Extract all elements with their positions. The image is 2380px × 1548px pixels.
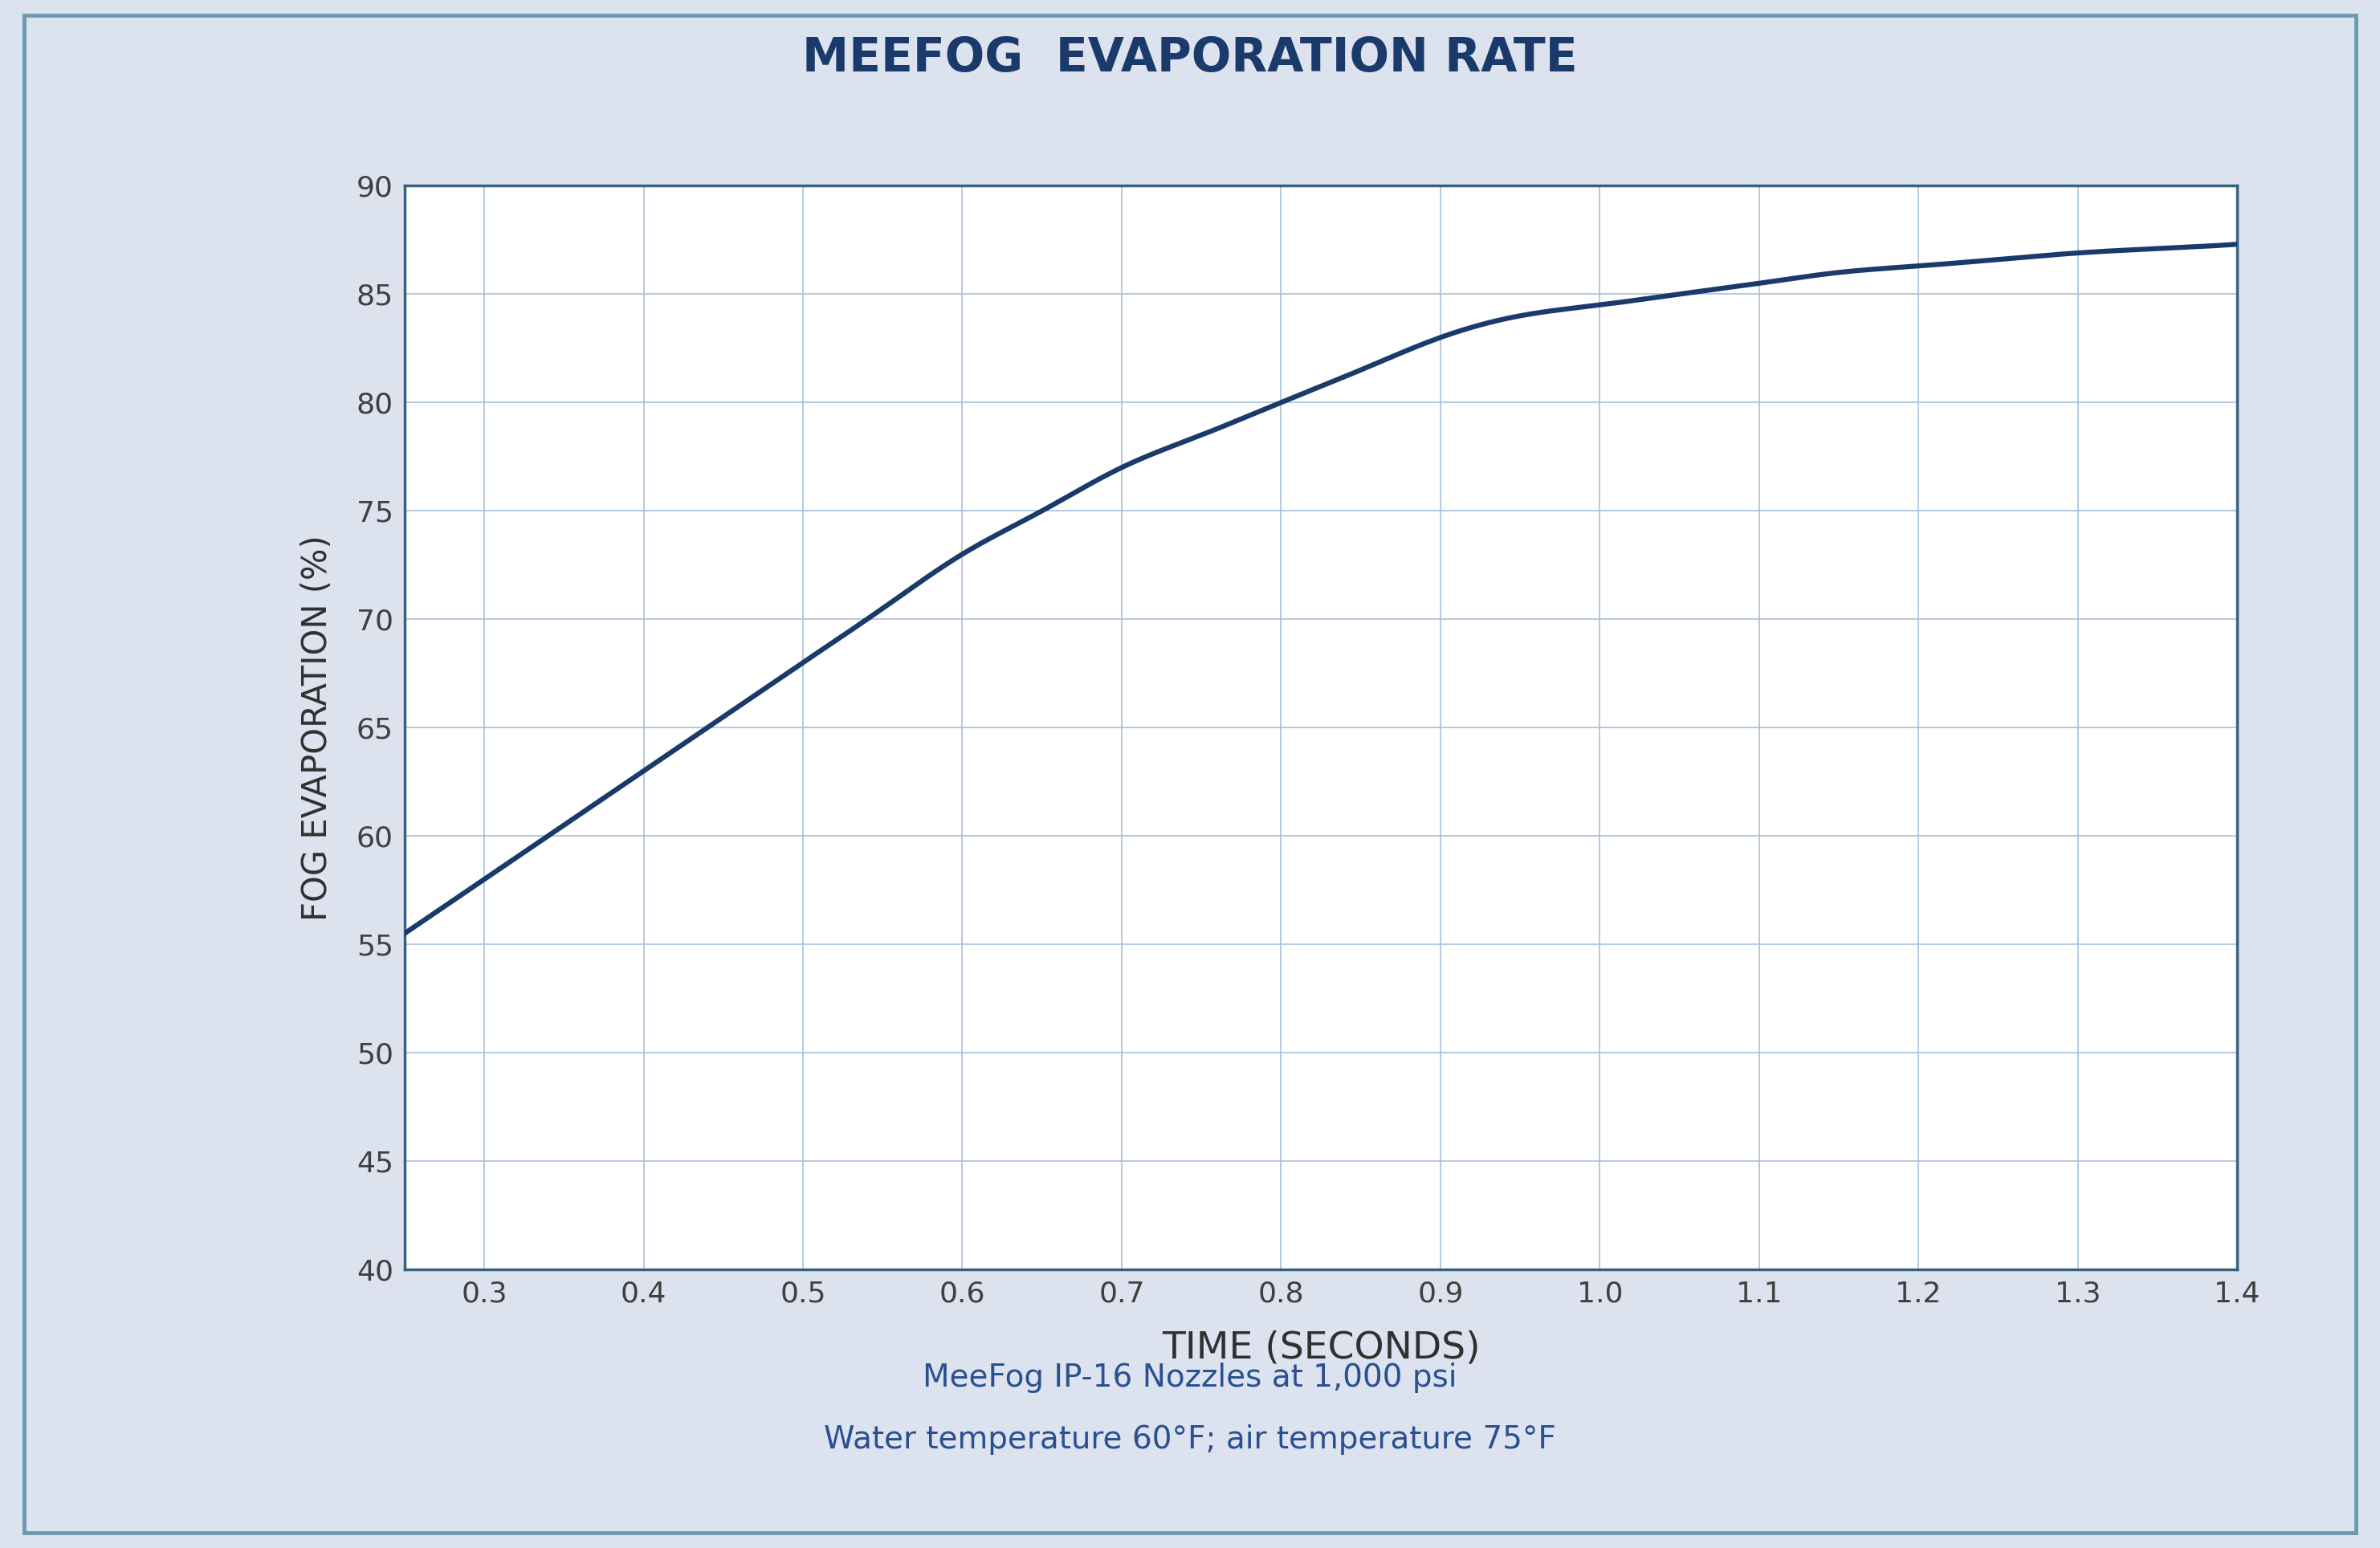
Text: Water temperature 60°F; air temperature 75°F: Water temperature 60°F; air temperature … — [823, 1424, 1557, 1455]
Text: MEEFOG  EVAPORATION RATE: MEEFOG EVAPORATION RATE — [802, 36, 1578, 80]
X-axis label: TIME (SECONDS): TIME (SECONDS) — [1161, 1330, 1480, 1367]
Text: MeeFog IP-16 Nozzles at 1,000 psi: MeeFog IP-16 Nozzles at 1,000 psi — [923, 1362, 1457, 1393]
Y-axis label: FOG EVAPORATION (%): FOG EVAPORATION (%) — [300, 534, 333, 921]
